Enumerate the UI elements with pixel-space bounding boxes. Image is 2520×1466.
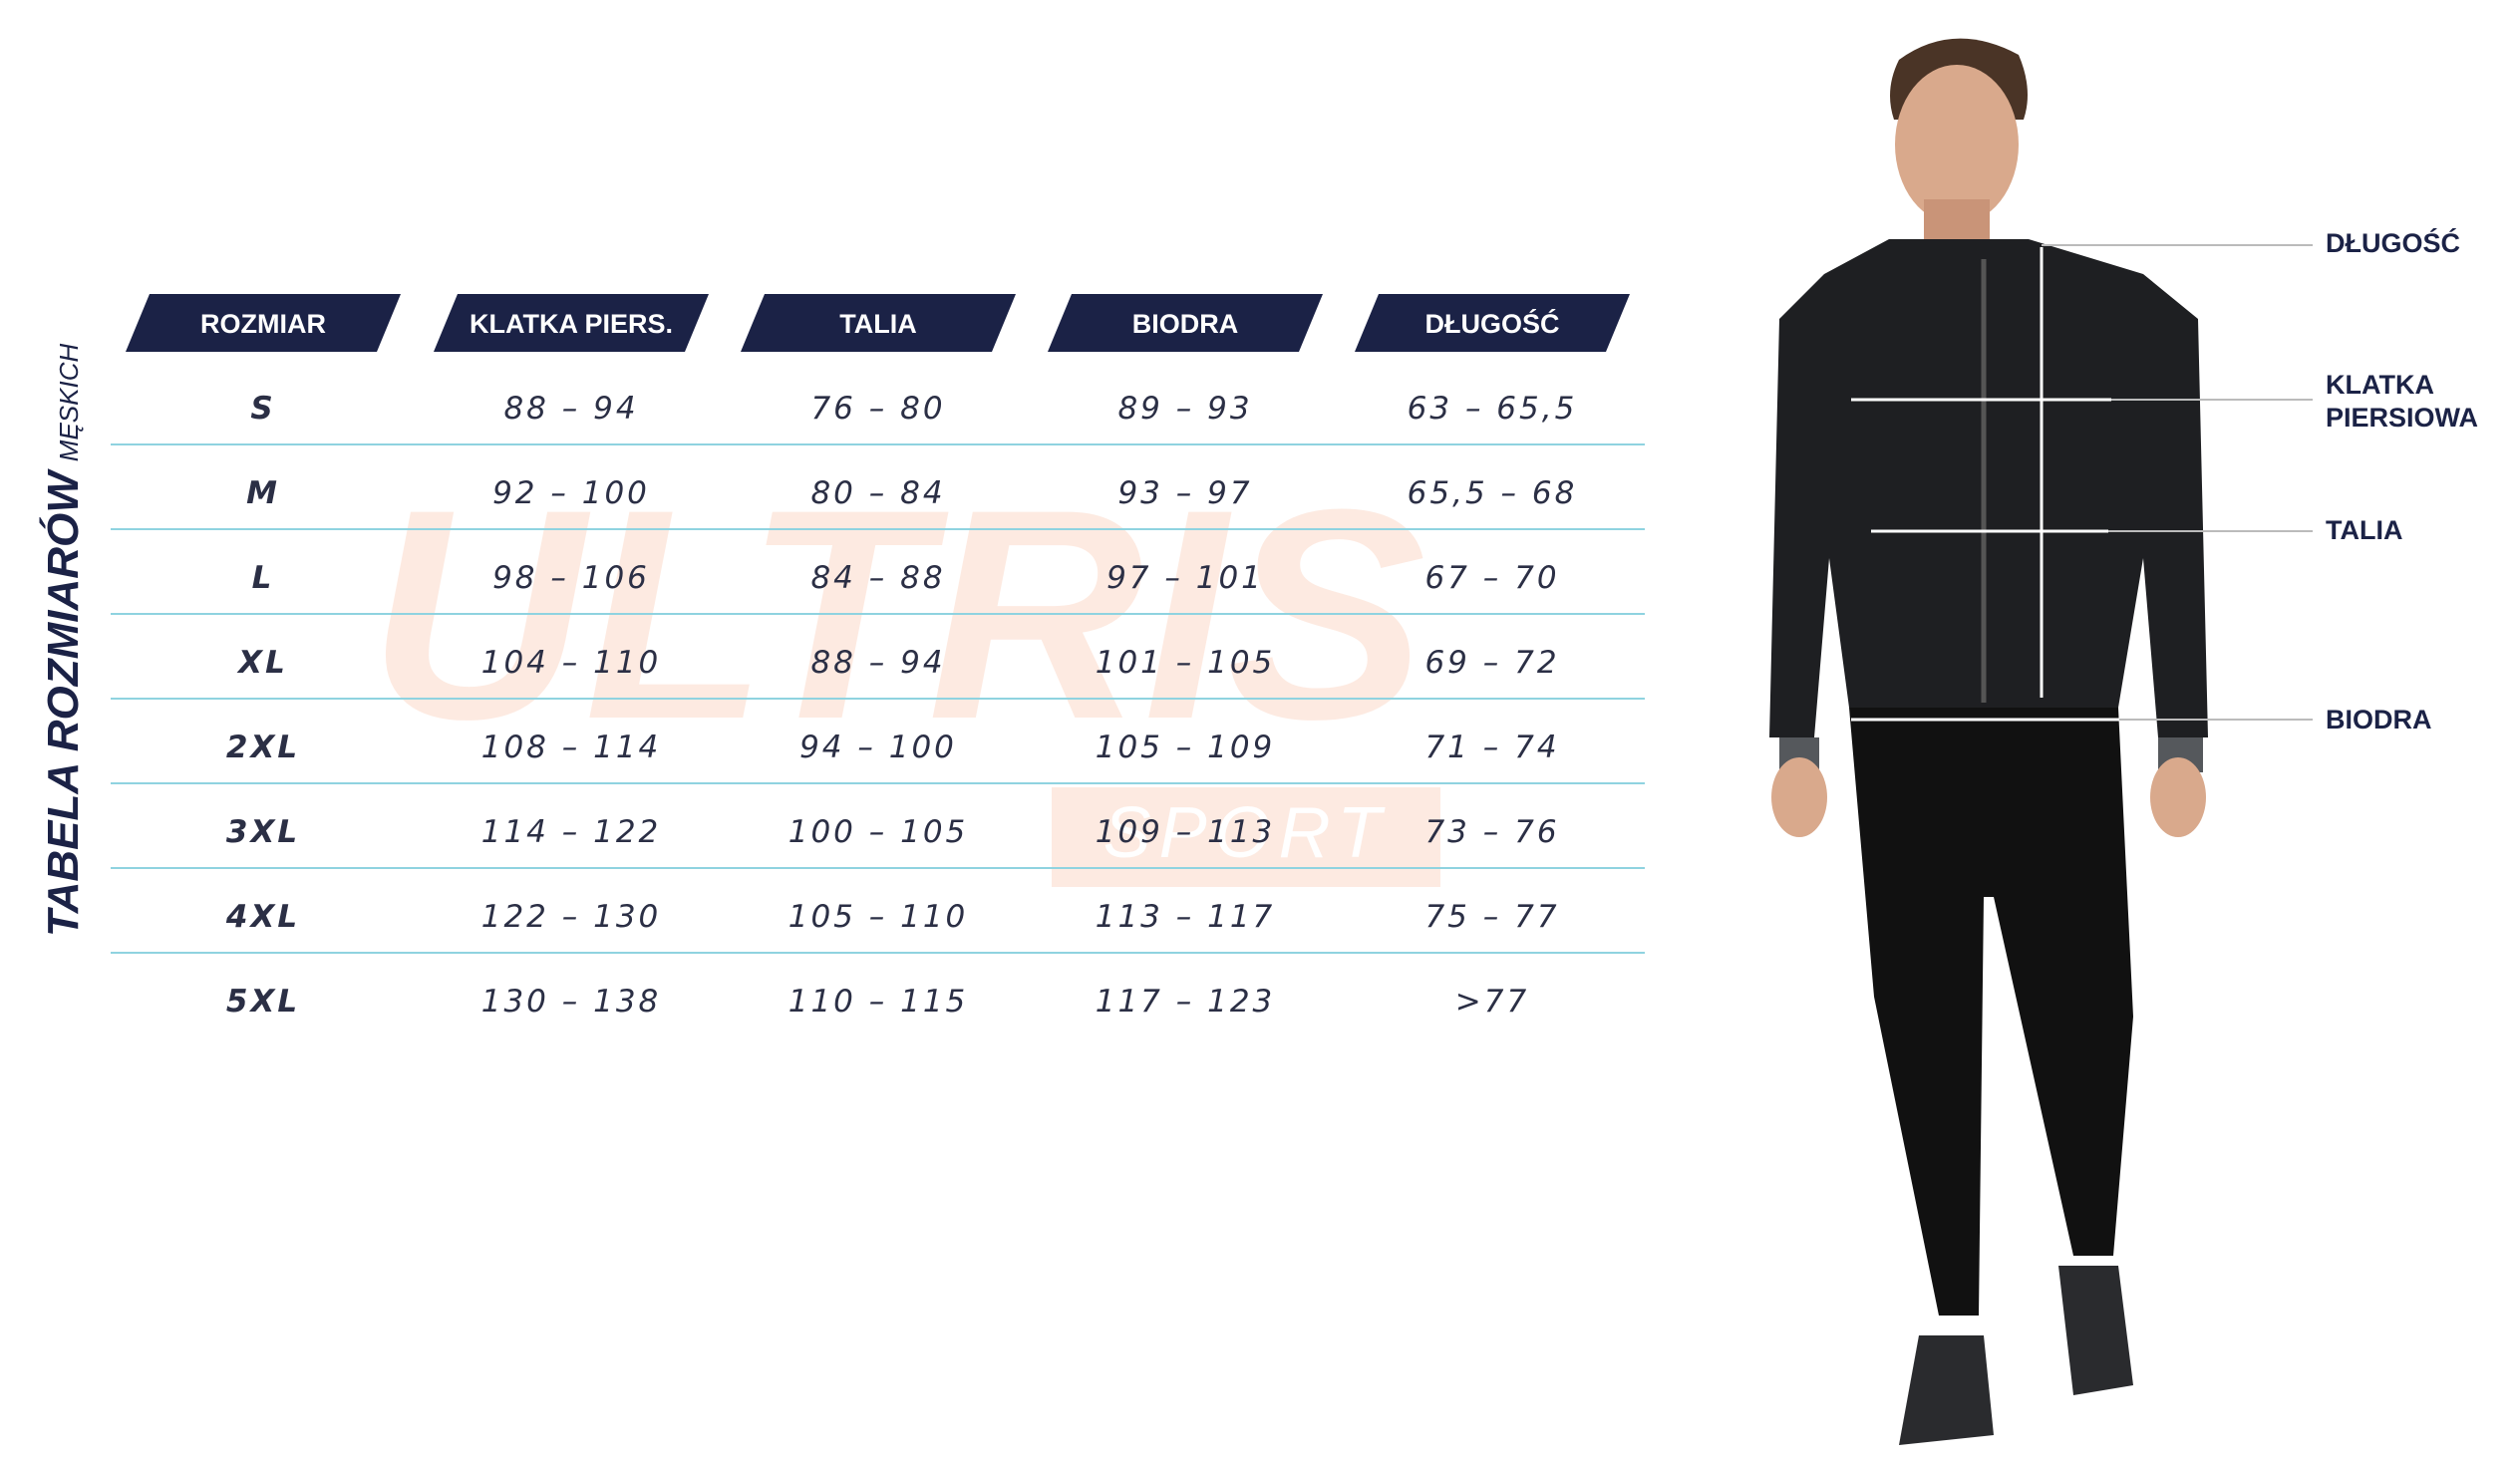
measure-value: 114 – 122	[481, 814, 662, 850]
measure-value: 84 – 88	[810, 560, 945, 596]
header-cell	[741, 294, 1016, 352]
measure-value: 92 – 100	[492, 475, 650, 511]
measure-value: 65,5 – 68	[1408, 475, 1578, 511]
header-cell	[434, 294, 709, 352]
size-label: M	[246, 475, 280, 511]
size-label: 3XL	[226, 814, 300, 850]
size-label: 4XL	[225, 899, 300, 935]
header-label: DŁUGOŚĆ	[1425, 308, 1560, 339]
measure-value: 130 – 138	[481, 984, 662, 1020]
measure-value: 108 – 114	[481, 730, 662, 765]
measure-value: 105 – 110	[788, 899, 969, 935]
measure-value: >77	[1455, 984, 1529, 1020]
measure-value: 88 – 94	[810, 645, 945, 681]
measure-value: 104 – 110	[481, 645, 662, 681]
header-label: KLATKA PIERS.	[470, 309, 673, 339]
measure-label: KLATKA PIERSIOWA	[2326, 370, 2479, 433]
measure-value: 63 – 65,5	[1408, 391, 1578, 427]
header-label: ROZMIAR	[200, 309, 326, 339]
measure-label: BIODRA	[2326, 705, 2432, 734]
title-sub: MĘSKICH	[54, 344, 84, 462]
watermark-sub: SPORT	[1103, 793, 1390, 873]
measure-value: 110 – 115	[788, 984, 969, 1020]
measure-value: 109 – 113	[1096, 814, 1276, 850]
title: TABELA ROZMIARÓW MĘSKICH	[38, 344, 88, 937]
size-label: L	[252, 560, 275, 596]
measure-value: 101 – 105	[1096, 645, 1276, 681]
measure-label: DŁUGOŚĆ	[2326, 228, 2460, 258]
measure-value: 105 – 109	[1096, 730, 1276, 765]
header-label: BIODRA	[1132, 309, 1239, 339]
measure-value: 67 – 70	[1424, 560, 1559, 596]
header-cell	[1355, 294, 1630, 352]
model-figure	[1769, 38, 2313, 1445]
measure-value: 76 – 80	[810, 391, 945, 427]
measure-value: 117 – 123	[1096, 984, 1276, 1020]
measure-value: 100 – 105	[788, 814, 969, 850]
measure-value: 113 – 117	[1096, 899, 1276, 935]
measure-value: 69 – 72	[1424, 645, 1559, 681]
size-label: 5XL	[226, 984, 300, 1020]
measure-value: 75 – 77	[1424, 899, 1559, 935]
measure-value: 89 – 93	[1117, 391, 1252, 427]
measure-value: 122 – 130	[481, 899, 662, 935]
header-cell	[1048, 294, 1323, 352]
measure-value: 97 – 101	[1106, 560, 1264, 596]
size-label: XL	[236, 645, 288, 681]
size-label: S	[250, 391, 275, 427]
measure-value: 94 – 100	[799, 730, 957, 765]
measure-value: 73 – 76	[1424, 814, 1559, 850]
measure-value: 93 – 97	[1117, 475, 1252, 511]
watermark-box	[1052, 787, 1440, 887]
measure-label: TALIA	[2326, 515, 2403, 545]
measure-value: 88 – 94	[503, 391, 638, 427]
size-label: 2XL	[226, 730, 300, 765]
title-main: TABELA ROZMIARÓW	[38, 468, 88, 937]
header-label: TALIA	[839, 309, 916, 339]
header-cell	[126, 294, 401, 352]
measure-value: 98 – 106	[492, 560, 650, 596]
measure-value: 71 – 74	[1424, 730, 1559, 765]
measure-value: 80 – 84	[810, 475, 945, 511]
